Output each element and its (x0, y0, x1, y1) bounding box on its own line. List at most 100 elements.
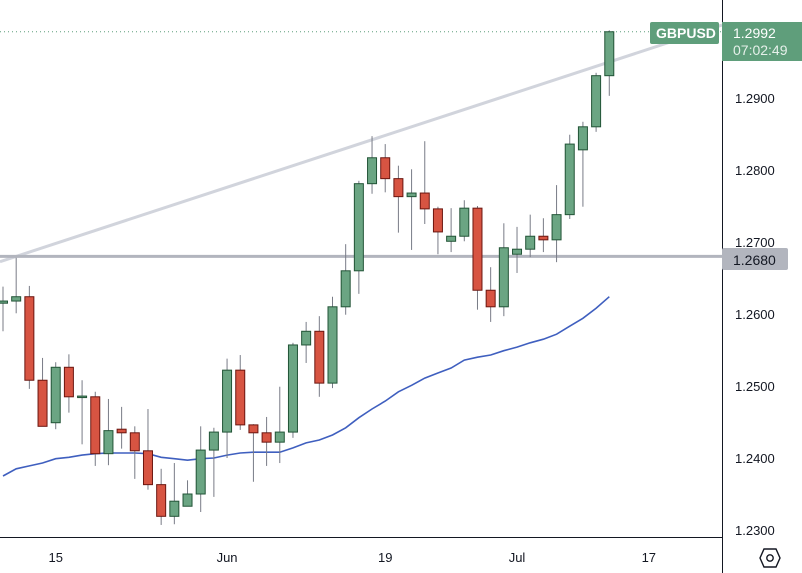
candle-body (525, 235, 536, 250)
candle (116, 406, 127, 449)
candle (512, 226, 523, 273)
candle-body (432, 208, 443, 233)
candle-body (577, 126, 588, 151)
candle-body (261, 432, 272, 443)
trendline (0, 23, 722, 264)
candle (564, 134, 575, 219)
time-tick-label: 17 (642, 550, 656, 565)
candle (103, 398, 114, 466)
candle-body (472, 207, 483, 291)
last-price-label: 1.2992 07:02:49 (722, 22, 802, 61)
candle-body (327, 306, 338, 384)
candle-body (50, 366, 61, 424)
candle-body (24, 296, 35, 381)
price-axis[interactable]: 1.2900 1.2800 1.2700 1.2600 1.2500 1.2400 1.23… (735, 91, 775, 538)
candle-body (0, 300, 8, 304)
candle-body (380, 157, 391, 180)
candle (156, 468, 167, 525)
candle (222, 358, 233, 458)
settings-icon[interactable] (759, 548, 781, 568)
price-tick-label: 1.2700 (735, 235, 775, 250)
price-tick-label: 1.2500 (735, 379, 775, 394)
candle-body (591, 75, 602, 128)
candle (485, 267, 496, 322)
candle (393, 165, 404, 233)
candle-body (393, 178, 404, 198)
candle (406, 169, 417, 250)
candle-body (419, 192, 430, 210)
candle (0, 286, 8, 332)
candle (551, 185, 562, 263)
price-tick-label: 1.2600 (735, 307, 775, 322)
candle (24, 285, 35, 389)
candle (129, 426, 140, 479)
candle-body (11, 296, 22, 302)
candle (261, 416, 272, 466)
candle (353, 180, 364, 294)
time-tick-label: Jun (217, 550, 238, 565)
candle (459, 200, 470, 242)
candle-body (63, 366, 74, 398)
countdown-text: 07:02:49 (733, 42, 788, 58)
candle (208, 427, 219, 497)
candle (195, 426, 206, 512)
time-tick-label: 15 (48, 550, 62, 565)
level-price-text: 1.2680 (733, 252, 776, 268)
candle (90, 391, 101, 466)
price-tick-label: 1.2900 (735, 91, 775, 106)
candle-body (498, 247, 509, 308)
candle-body (222, 369, 233, 433)
candle (274, 386, 285, 464)
candle-body (274, 431, 285, 443)
candle (248, 424, 259, 482)
candle-body (248, 424, 259, 434)
candle (340, 244, 351, 315)
candle (498, 223, 509, 317)
candle-body (116, 428, 127, 434)
symbol-label: GBPUSD (650, 22, 719, 44)
plot-area[interactable] (0, 23, 722, 525)
candle (525, 214, 536, 258)
candle (591, 72, 602, 132)
candle (182, 480, 193, 507)
candle (446, 208, 457, 253)
candle-body (367, 157, 378, 185)
price-tick-label: 1.2300 (735, 523, 775, 538)
candle-body (353, 183, 364, 272)
candle-body (77, 395, 88, 399)
candle-body (538, 235, 549, 241)
candle (577, 121, 588, 207)
candle-body (551, 214, 562, 241)
candle (11, 257, 22, 314)
candle (37, 357, 48, 427)
symbol-text: GBPUSD (656, 25, 716, 41)
candle (77, 380, 88, 445)
candle-body (182, 493, 193, 507)
candle-body (142, 450, 153, 486)
candle (63, 354, 74, 413)
candle (327, 296, 338, 389)
candle (380, 144, 391, 193)
candle-body (314, 330, 325, 384)
time-axis[interactable]: 15 Jun 19 Jul 17 (48, 550, 656, 565)
candle (50, 362, 61, 430)
candle (604, 30, 615, 96)
candle (367, 136, 378, 194)
candle (287, 342, 298, 438)
candle-body (406, 192, 417, 198)
candle (432, 206, 443, 255)
candle (235, 355, 246, 430)
time-tick-label: Jul (509, 550, 526, 565)
candle-body (103, 430, 114, 455)
candle-body (604, 31, 615, 77)
candle-body (446, 235, 457, 242)
time-tick-label: 19 (378, 550, 392, 565)
candle-body (235, 369, 246, 426)
candle-body (564, 143, 575, 216)
candle (169, 463, 180, 525)
candle-body (129, 432, 140, 452)
candle (472, 206, 483, 310)
level-price-label: 1.2680 (722, 248, 788, 270)
candle-body (90, 396, 101, 455)
